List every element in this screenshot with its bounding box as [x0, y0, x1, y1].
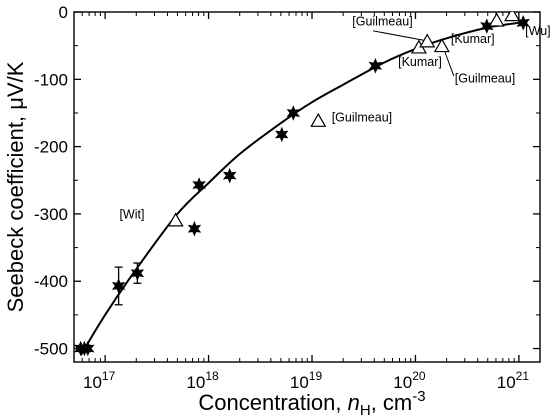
star-marker — [286, 105, 301, 121]
x-axis-title-main: Concentration, — [198, 390, 347, 415]
annotation-leader — [373, 30, 424, 41]
star-marker — [130, 265, 145, 281]
x-tick-label: 1020 — [393, 369, 426, 392]
y-tick-label: -100 — [34, 70, 68, 89]
star-marker — [192, 177, 206, 193]
star-marker — [111, 278, 126, 294]
annotation-label: [Wit] — [119, 208, 144, 222]
x-tick-exponent: 21 — [516, 369, 530, 383]
y-tick-label: 0 — [59, 3, 68, 22]
y-tick-label: -500 — [34, 340, 68, 359]
annotation-label: [Guilmeau] — [352, 14, 412, 28]
plot-frame — [73, 11, 541, 363]
x-axis-title-unit: , cm — [371, 390, 413, 415]
triangle-marker — [310, 112, 327, 127]
x-tick-base: 10 — [497, 373, 516, 392]
annotation-label: [Kumar] — [451, 32, 495, 46]
star-marker — [368, 58, 383, 74]
annotations: [Wit] [Guilmeau] [Guilmeau] [Kumar] [Kumar] [… — [119, 14, 550, 221]
x-tick-label: 1017 — [83, 369, 116, 392]
x-tick-label: 1021 — [497, 369, 530, 392]
triangle-marker — [167, 212, 184, 227]
annotation-label: [Guilmeau] — [332, 111, 392, 125]
x-tick-base: 10 — [83, 373, 102, 392]
y-axis-title: Seebeck coefficient, μV/K — [3, 61, 28, 312]
fit-curve — [79, 20, 526, 356]
triangle-marker — [488, 12, 505, 27]
x-tick-exponent: 17 — [102, 369, 116, 383]
x-tick-base: 10 — [290, 373, 309, 392]
x-axis-title-subscript: H — [360, 402, 371, 419]
star-marker — [222, 167, 237, 184]
x-tick-exponent: 18 — [205, 369, 219, 383]
star-marker — [275, 126, 289, 143]
star-marker — [81, 340, 95, 357]
x-axis-title-superscript: -3 — [412, 388, 425, 405]
axis-ticks — [74, 11, 540, 362]
x-axis-title: Concentration, nH, cm-3 — [198, 388, 425, 419]
y-tick-label: -200 — [34, 138, 68, 157]
annotation-label: [Kumar] — [398, 55, 442, 69]
annotation-leader — [443, 50, 455, 77]
x-axis-title-symbol: n — [348, 390, 360, 415]
star-marker — [187, 220, 202, 237]
annotation-label: [Wu] — [525, 24, 550, 38]
x-tick-exponent: 19 — [309, 369, 323, 383]
triangle-marker — [433, 38, 450, 53]
annotation-leaders — [373, 30, 455, 77]
data-markers — [74, 12, 530, 357]
y-tick-labels: 0 -100 -200 -300 -400 -500 — [34, 3, 68, 359]
x-tick-label: 1019 — [290, 369, 323, 392]
triangle-marker — [419, 33, 436, 48]
x-tick-exponent: 20 — [412, 369, 426, 383]
annotation-label: [Guilmeau] — [455, 72, 515, 86]
x-tick-base: 10 — [186, 373, 205, 392]
x-tick-label: 1018 — [186, 369, 219, 392]
x-tick-base: 10 — [393, 373, 412, 392]
y-tick-label: -400 — [34, 272, 68, 291]
y-tick-label: -300 — [34, 205, 68, 224]
x-tick-labels: 1017 1018 1019 1020 1021 — [83, 369, 529, 392]
triangle-marker — [504, 12, 521, 22]
